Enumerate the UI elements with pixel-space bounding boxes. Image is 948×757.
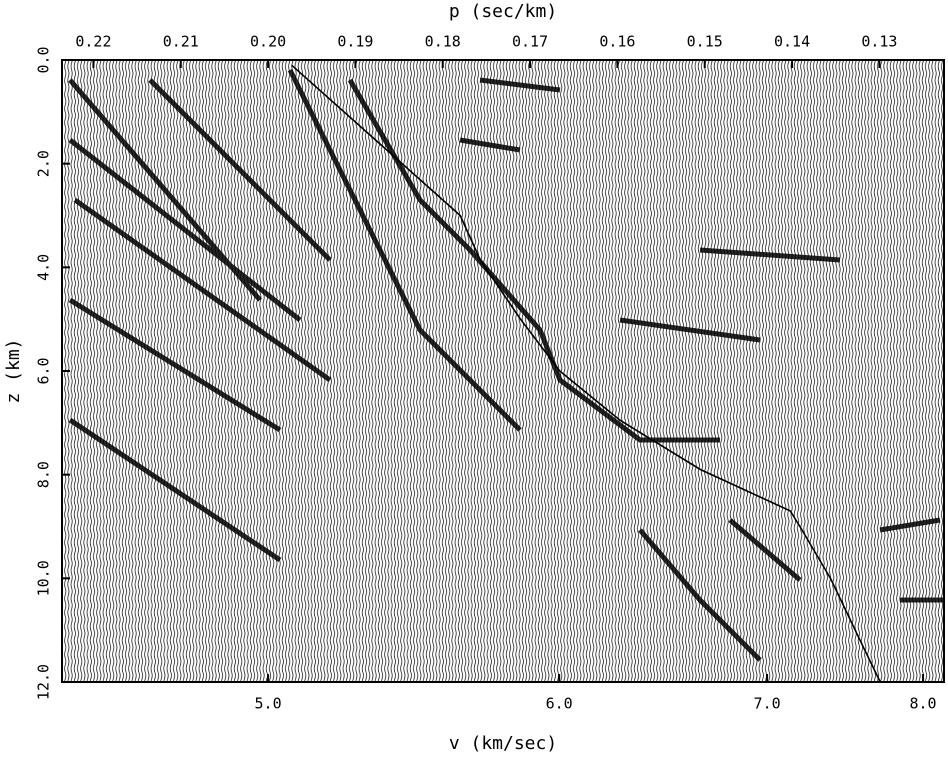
velocity-curve [291, 64, 881, 683]
x-tick-label: 8.0 [909, 695, 936, 713]
y-tick-label: 10.0 [35, 560, 53, 596]
x2-axis-label: p (sec/km) [449, 1, 557, 22]
x-tick-label: 6.0 [546, 695, 573, 713]
x2-tick-label: 0.18 [425, 33, 461, 51]
y-tick-label: 0.0 [35, 46, 53, 73]
y-tick-label: 12.0 [35, 664, 53, 700]
x-axis-label: v (km/sec) [449, 733, 557, 754]
wiggle-traces [62, 60, 944, 682]
x2-tick-label: 0.20 [250, 33, 286, 51]
x-tick-label: 7.0 [754, 695, 781, 713]
x2-tick-label: 0.14 [774, 33, 810, 51]
x2-tick-label: 0.21 [163, 33, 199, 51]
y-axis-label: z (km) [3, 338, 24, 403]
y-tick-label: 6.0 [35, 357, 53, 384]
y-tick-label: 4.0 [35, 254, 53, 281]
x2-tick-label: 0.16 [599, 33, 635, 51]
y-tick-label: 2.0 [35, 150, 53, 177]
x-tick-label: 5.0 [255, 695, 282, 713]
trace-texture [62, 60, 944, 682]
x2-tick-label: 0.15 [687, 33, 723, 51]
x2-tick-label: 0.19 [337, 33, 373, 51]
y-tick-label: 8.0 [35, 461, 53, 488]
x2-tick-label: 0.22 [75, 33, 111, 51]
dark-events [68, 68, 944, 662]
x2-tick-label: 0.13 [861, 33, 897, 51]
x2-tick-label: 0.17 [512, 33, 548, 51]
